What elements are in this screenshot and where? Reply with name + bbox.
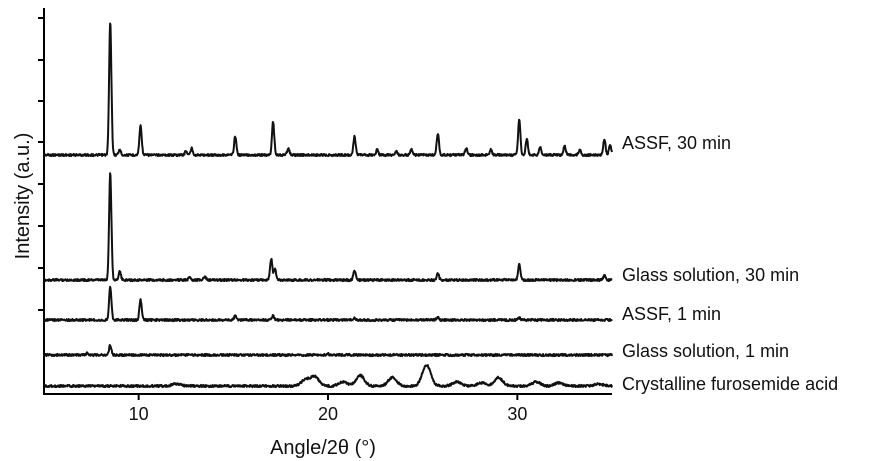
plot-area: 10 20 30 ASSF, 30 min Glass solution, 30 mi… [38, 8, 838, 424]
series-label-3: ASSF, 1 min [622, 304, 721, 324]
series-trace-4 [43, 344, 613, 358]
x-tick-label: 20 [318, 404, 338, 424]
y-ticks [38, 17, 44, 311]
series-label-5: Crystalline furosemide acid [622, 374, 838, 394]
x-tick-label: 10 [129, 404, 149, 424]
y-axis-label: Intensity (a.u.) [12, 133, 34, 260]
series-trace-2 [43, 172, 613, 283]
x-axis-label: Angle/2θ (°) [270, 437, 376, 459]
x-tick-label: 30 [507, 404, 527, 424]
series-trace-5 [43, 364, 613, 389]
series-label-1: ASSF, 30 min [622, 133, 731, 153]
x-ticks: 10 20 30 [129, 394, 527, 424]
series-trace-1 [43, 22, 613, 158]
traces [43, 22, 613, 389]
series-labels: ASSF, 30 min Glass solution, 30 min ASSF, … [622, 133, 838, 394]
series-label-2: Glass solution, 30 min [622, 265, 799, 285]
series-label-4: Glass solution, 1 min [622, 341, 789, 361]
series-trace-3 [43, 285, 613, 323]
